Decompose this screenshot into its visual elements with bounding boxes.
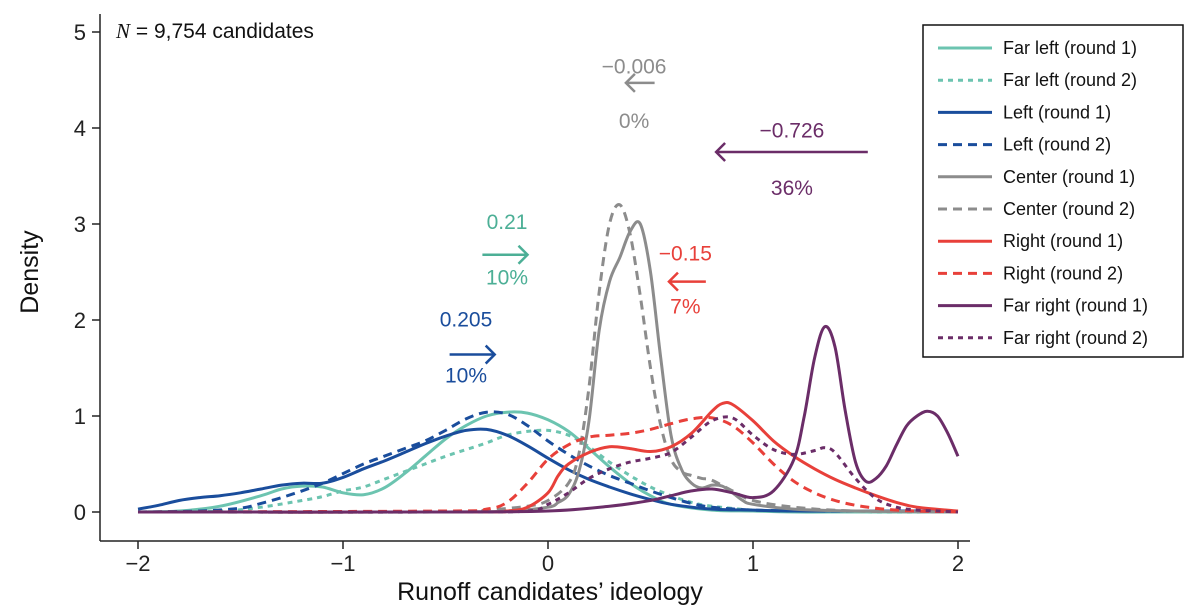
- annotation-value: 0.21: [487, 211, 528, 234]
- annotation-arrow-head: [624, 72, 636, 93]
- x-axis-ticks: −2 −1 0 1 2: [125, 541, 964, 576]
- series-line-left-round-1: [137, 427, 958, 513]
- annotation-right: −0.15 7%: [659, 242, 712, 318]
- y-tick-label: 3: [74, 212, 86, 237]
- legend-item-center-round-1: Center (round 1): [938, 167, 1135, 187]
- annotation-far-left: 0.21 10%: [482, 211, 530, 289]
- annotation-far-right: −0.726 36%: [714, 120, 868, 200]
- legend-item-far-left-round-1: Far left (round 1): [938, 38, 1137, 58]
- legend: Far left (round 1) Far left (round 2) Left…: [922, 24, 1184, 358]
- legend-label: Left (round 1): [1003, 102, 1111, 122]
- annotation-percent: 7%: [670, 295, 700, 318]
- y-tick-label: 2: [74, 308, 86, 333]
- legend-label: Far right (round 2): [1003, 328, 1148, 348]
- y-axis-title: Density: [16, 230, 44, 314]
- y-axis-ticks: 0 1 2 3 4 5: [74, 20, 100, 525]
- annotation-percent: 0%: [619, 110, 649, 133]
- annotation-value: −0.15: [659, 242, 712, 265]
- series-line-center-round-1: [137, 220, 959, 514]
- legend-item-far-right-round-2: Far right (round 2): [938, 328, 1148, 348]
- series-line-far-left-round-1: [137, 410, 958, 514]
- legend-item-right-round-1: Right (round 1): [938, 231, 1123, 251]
- series-line-right-round-2: [137, 415, 959, 514]
- annotation-arrow-head: [667, 271, 679, 292]
- legend-label: Left (round 2): [1003, 135, 1111, 155]
- annotation-arrow-head: [714, 142, 726, 162]
- sample-size-note: N = 9,754 candidates: [115, 19, 314, 43]
- legend-label: Right (round 1): [1003, 231, 1123, 251]
- x-tick-label: −2: [125, 551, 150, 576]
- series-line-center-round-2: [137, 203, 959, 514]
- annotation-value: −0.726: [760, 120, 825, 143]
- series-line-far-right-round-2: [137, 415, 959, 514]
- sample-size-symbol: N: [115, 19, 131, 43]
- annotation-left: 0.205 10%: [440, 309, 497, 387]
- legend-item-left-round-1: Left (round 1): [938, 102, 1111, 122]
- legend-item-right-round-2: Right (round 2): [938, 263, 1123, 283]
- shift-annotations: 0.205 10% 0.21 10% −0.006 0% −0.15 7% −0.726 36%: [440, 55, 868, 387]
- x-axis-title: Runoff candidates’ ideology: [397, 578, 703, 606]
- legend-box: [922, 24, 1184, 358]
- series-line-right-round-1: [137, 401, 959, 514]
- annotation-value: −0.006: [602, 55, 667, 78]
- sample-size-text: = 9,754 candidates: [130, 20, 314, 43]
- legend-label: Right (round 2): [1003, 263, 1123, 283]
- y-tick-label: 0: [74, 500, 86, 525]
- legend-label: Far right (round 1): [1003, 296, 1148, 316]
- annotation-arrow-head: [517, 244, 530, 265]
- legend-item-far-left-round-2: Far left (round 2): [938, 70, 1137, 90]
- annotation-percent: 36%: [771, 177, 813, 200]
- series-line-far-right-round-1: [137, 324, 960, 514]
- x-tick-label: −1: [330, 551, 355, 576]
- series-line-far-left-round-2: [137, 428, 959, 514]
- legend-label: Center (round 2): [1003, 199, 1135, 219]
- annotation-arrow-head: [484, 344, 497, 365]
- legend-item-left-round-2: Left (round 2): [938, 135, 1111, 155]
- series-layer: [137, 203, 960, 514]
- legend-item-far-right-round-1: Far right (round 1): [938, 296, 1148, 316]
- annotation-center: −0.006 0%: [602, 55, 667, 133]
- legend-item-center-round-2: Center (round 2): [938, 199, 1135, 219]
- series-line-left-round-2: [137, 410, 958, 514]
- annotation-percent: 10%: [445, 364, 487, 387]
- legend-label: Far left (round 1): [1003, 38, 1137, 58]
- y-tick-label: 4: [74, 116, 86, 141]
- legend-label: Center (round 1): [1003, 167, 1135, 187]
- y-tick-label: 5: [74, 20, 86, 45]
- x-tick-label: 1: [747, 551, 759, 576]
- legend-label: Far left (round 2): [1003, 70, 1137, 90]
- annotation-value: 0.205: [440, 309, 493, 332]
- y-tick-label: 1: [74, 404, 86, 429]
- x-tick-label: 2: [952, 551, 964, 576]
- x-tick-label: 0: [542, 551, 554, 576]
- annotation-percent: 10%: [486, 266, 528, 289]
